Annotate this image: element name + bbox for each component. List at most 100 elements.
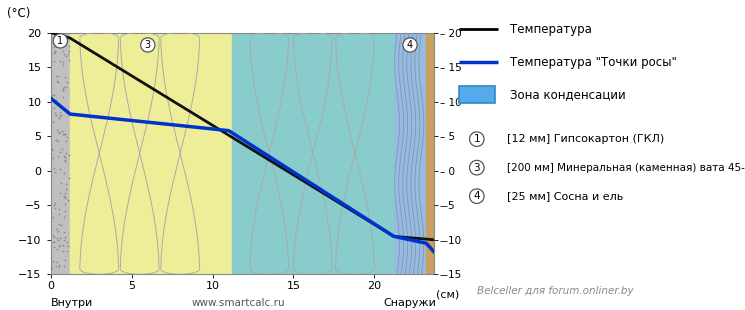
Text: 3: 3 bbox=[145, 40, 150, 50]
Point bbox=[58, 154, 70, 159]
Point bbox=[52, 238, 64, 243]
Point bbox=[55, 43, 67, 48]
FancyBboxPatch shape bbox=[459, 86, 495, 104]
Point bbox=[49, 170, 61, 175]
Point bbox=[50, 263, 62, 268]
Text: 1: 1 bbox=[474, 134, 480, 144]
Point bbox=[60, 234, 72, 239]
Point bbox=[46, 232, 58, 237]
Point bbox=[52, 73, 64, 78]
Point bbox=[62, 51, 74, 56]
Point bbox=[57, 95, 69, 100]
Bar bbox=[394, 33, 426, 274]
Point bbox=[63, 175, 74, 180]
Point bbox=[51, 236, 63, 241]
Point bbox=[46, 265, 58, 270]
Point bbox=[54, 263, 66, 268]
Point bbox=[45, 148, 57, 153]
Point bbox=[47, 119, 59, 124]
Point bbox=[48, 51, 60, 55]
Point bbox=[46, 93, 58, 98]
Text: 4: 4 bbox=[474, 191, 480, 201]
Point bbox=[63, 58, 74, 63]
Point bbox=[61, 249, 73, 254]
Point bbox=[58, 237, 70, 242]
Point bbox=[58, 171, 70, 176]
Point bbox=[54, 191, 66, 196]
Text: 1: 1 bbox=[57, 36, 63, 46]
Point bbox=[51, 138, 63, 143]
Point bbox=[57, 132, 69, 137]
Point bbox=[60, 157, 72, 162]
Point bbox=[55, 113, 67, 118]
Point bbox=[63, 153, 74, 157]
Point bbox=[53, 212, 65, 217]
Point bbox=[60, 208, 72, 213]
Text: (см): (см) bbox=[436, 290, 459, 300]
Point bbox=[48, 202, 60, 207]
Point bbox=[54, 166, 66, 171]
Point bbox=[57, 88, 69, 93]
Point bbox=[57, 263, 69, 268]
Point bbox=[54, 149, 66, 154]
Point bbox=[60, 181, 72, 186]
Point bbox=[49, 200, 61, 205]
Point bbox=[48, 235, 60, 240]
Point bbox=[60, 201, 72, 206]
Point bbox=[60, 151, 72, 156]
Point bbox=[54, 207, 66, 212]
Point bbox=[53, 264, 65, 269]
Point bbox=[54, 113, 66, 118]
Text: Belceller для forum.onliner.by: Belceller для forum.onliner.by bbox=[477, 286, 633, 296]
Point bbox=[48, 105, 60, 110]
Point bbox=[61, 79, 73, 84]
Bar bbox=[426, 33, 434, 274]
Point bbox=[54, 221, 66, 226]
Point bbox=[46, 146, 58, 151]
Point bbox=[59, 194, 71, 199]
Point bbox=[62, 198, 74, 203]
Point bbox=[54, 116, 66, 121]
Point bbox=[56, 35, 68, 40]
Point bbox=[54, 109, 66, 114]
Point bbox=[54, 243, 66, 248]
Point bbox=[59, 159, 71, 164]
Text: www.smartcalc.ru: www.smartcalc.ru bbox=[191, 298, 285, 308]
Point bbox=[60, 187, 72, 192]
Point bbox=[48, 244, 60, 249]
Text: 3: 3 bbox=[474, 163, 480, 173]
Point bbox=[54, 59, 66, 64]
Point bbox=[58, 230, 70, 235]
Point bbox=[48, 240, 60, 245]
Point bbox=[60, 196, 72, 201]
Point bbox=[55, 181, 67, 186]
Point bbox=[47, 239, 59, 244]
Point bbox=[57, 59, 69, 64]
Point bbox=[52, 80, 64, 85]
Bar bbox=[70, 33, 232, 274]
Point bbox=[60, 85, 72, 90]
Point bbox=[58, 51, 70, 56]
Point bbox=[54, 236, 66, 241]
Point bbox=[57, 63, 69, 68]
Text: (°C): (°C) bbox=[7, 7, 30, 20]
Point bbox=[57, 87, 69, 92]
Text: [200 мм] Минеральная (каменная) вата 45-75 кг/м³: [200 мм] Минеральная (каменная) вата 45-… bbox=[507, 163, 745, 173]
Point bbox=[48, 49, 60, 54]
Point bbox=[49, 206, 61, 211]
Point bbox=[58, 84, 70, 89]
Point bbox=[59, 74, 71, 79]
Text: 4: 4 bbox=[407, 40, 413, 50]
Point bbox=[47, 155, 59, 160]
Text: Зона конденсации: Зона конденсации bbox=[510, 88, 625, 101]
Point bbox=[51, 100, 63, 105]
Bar bbox=[232, 33, 394, 274]
Point bbox=[51, 42, 63, 46]
Bar bbox=[51, 33, 70, 274]
Point bbox=[53, 40, 65, 45]
Point bbox=[50, 98, 62, 103]
Point bbox=[49, 110, 61, 115]
Point bbox=[57, 49, 69, 54]
Point bbox=[60, 240, 72, 245]
Point bbox=[60, 131, 72, 136]
